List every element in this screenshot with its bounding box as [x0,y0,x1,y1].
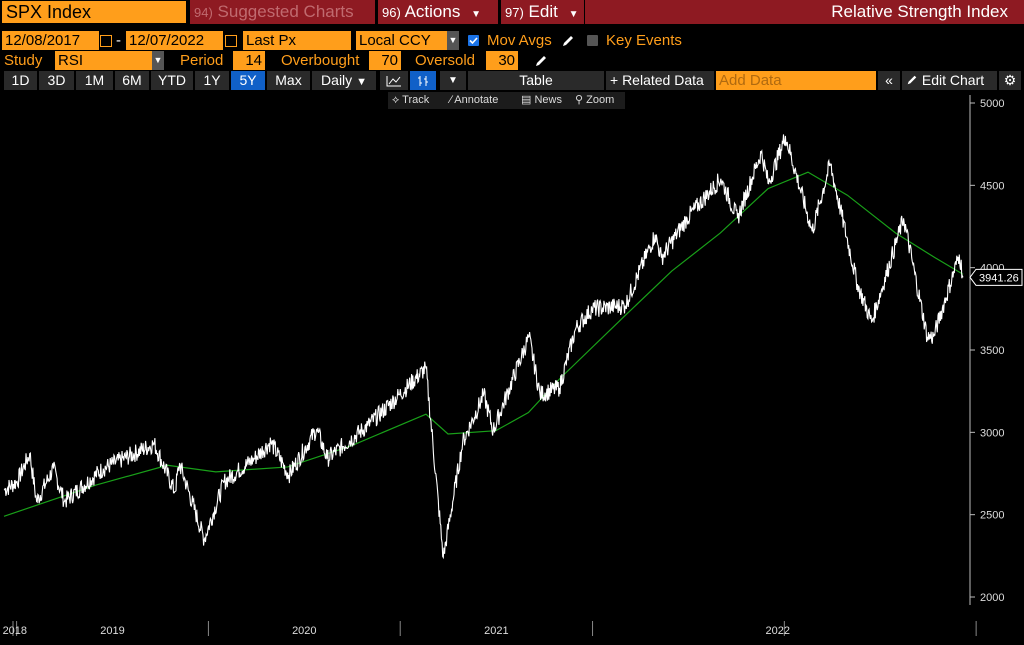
moving-average-line [3,171,964,517]
bar-chart-type-button[interactable] [410,71,436,90]
calendar-icon[interactable] [225,35,237,47]
chevron-down-icon[interactable]: ▼ [152,51,164,70]
y-tick-label: 5000 [980,98,1004,110]
range-button-6m[interactable]: 6M [115,71,149,90]
chart-type-dropdown[interactable]: ▼ [440,71,466,90]
gear-icon: ⚙ [1003,72,1017,88]
price-line [3,134,964,560]
y-tick-label: 3500 [980,345,1004,357]
study-label: Study [4,52,43,69]
period-label: Period [180,52,224,69]
oversold-input[interactable]: 30 [486,51,518,70]
annotate-pen-icon: ∕ [450,94,452,106]
plot-area [3,134,964,560]
range-button-1m[interactable]: 1M [76,71,113,90]
y-tick-label: 2000 [980,592,1004,604]
key-events-label: Key Events [606,32,682,49]
actions-number: 96) [382,5,401,20]
last-price-label: 3941.26 [979,272,1019,284]
price-field-select[interactable]: Last Px [243,31,351,50]
range-button-ytd[interactable]: YTD [151,71,193,90]
suggested-charts-button[interactable]: 94) Suggested Charts [190,0,375,24]
chart-tools-bar: ⟡ Track ∕ Annotate ▤ News ⚲ Zoom [388,92,625,109]
ohlc-bar-icon [418,76,428,86]
pencil-icon [907,75,917,85]
range-button-1d[interactable]: 1D [4,71,37,90]
range-button-1y[interactable]: 1Y [195,71,229,90]
study-select[interactable]: RSI [55,51,152,70]
track-label: Track [402,94,430,106]
range-button-max[interactable]: Max [267,71,310,90]
x-tick-label: 2018 [3,625,27,637]
chevron-down-icon: ▼ [448,75,458,86]
annotate-tool[interactable]: ∕ Annotate [450,92,498,109]
line-chart-icon [386,76,401,87]
overbought-input[interactable]: 70 [369,51,401,70]
start-date-field[interactable]: 12/08/2017 [2,31,99,50]
suggested-charts-number: 94) [194,5,213,20]
range-button-3d[interactable]: 3D [39,71,74,90]
chart-title: Relative Strength Index [585,0,1024,24]
y-tick-label: 2500 [980,510,1004,522]
x-tick-label: 2022 [766,625,790,637]
currency-select[interactable]: Local CCY [356,31,447,50]
line-chart-type-button[interactable] [380,71,408,90]
security-ticker-field[interactable]: SPX Index [2,1,186,23]
key-events-checkbox[interactable] [587,35,598,46]
chevron-down-icon[interactable]: ▼ [447,31,459,50]
period-input[interactable]: 14 [233,51,265,70]
x-tick-label: 2021 [484,625,508,637]
x-tick-label: 2019 [100,625,124,637]
edit-chart-label: Edit Chart [921,72,985,88]
double-chevron-left-icon: « [885,72,893,88]
last-price-marker [969,268,1023,286]
y-tick-label: 3000 [980,427,1004,439]
parameter-bar: 12/08/2017 - 12/07/2022 Last Px Local CC… [0,31,1024,51]
annotate-label: Annotate [454,94,499,106]
add-data-input[interactable]: Add Data [716,71,876,90]
pencil-icon[interactable] [534,54,548,68]
calendar-icon[interactable] [100,35,112,47]
chevron-down-icon: ▼ [471,9,481,20]
range-button-5y[interactable]: 5Y [231,71,265,90]
edit-chart-button[interactable]: Edit Chart [902,71,997,90]
actions-menu-button[interactable]: 96) Actions ▼ [378,0,498,24]
table-view-button[interactable]: Table [468,71,604,90]
related-data-button[interactable]: + Related Data [606,71,714,90]
chevron-down-icon: ▼ [356,76,367,88]
collapse-chevrons-button[interactable]: « [878,71,900,90]
chevron-down-icon: ▼ [568,9,579,20]
chart-toolbar: 1D 3D 1M 6M YTD 1Y 5Y Max Daily ▼ ▼ Tabl… [0,71,1024,90]
pencil-icon[interactable] [561,34,575,48]
edit-number: 97) [505,5,524,20]
x-tick-label: 2020 [292,625,316,637]
edit-menu-button[interactable]: 97) Edit ▼ [501,0,584,24]
settings-button[interactable]: ⚙ [999,71,1021,90]
actions-label: Actions [404,2,461,21]
edit-label: Edit [528,2,558,21]
title-bar: SPX Index 94) Suggested Charts 96) Actio… [0,0,1024,24]
frequency-select[interactable]: Daily ▼ [312,71,376,90]
oversold-label: Oversold [415,52,476,69]
zoom-tool[interactable]: ⚲ Zoom [575,92,614,109]
mov-avgs-checkbox[interactable] [468,35,479,46]
date-separator: - [116,32,121,49]
study-bar: Study RSI ▼ Period 14 Overbought 70 Over… [0,51,1024,71]
x-axis: 2018 2019 2020 2021 2022 [0,619,1024,637]
news-icon: ▤ [521,94,532,106]
overbought-label: Overbought [281,52,360,69]
mov-avgs-label: Mov Avgs [487,32,552,49]
news-label: News [534,94,562,106]
end-date-field[interactable]: 12/07/2022 [126,31,223,50]
suggested-charts-label: Suggested Charts [217,2,354,21]
news-tool[interactable]: ▤ News [521,92,562,109]
zoom-label: Zoom [586,94,615,106]
track-tool[interactable]: ⟡ Track [392,92,429,109]
magnifier-icon: ⚲ [575,94,584,106]
y-tick-label: 4500 [980,180,1004,192]
frequency-label: Daily [321,72,353,88]
crosshair-icon: ⟡ [392,94,400,106]
